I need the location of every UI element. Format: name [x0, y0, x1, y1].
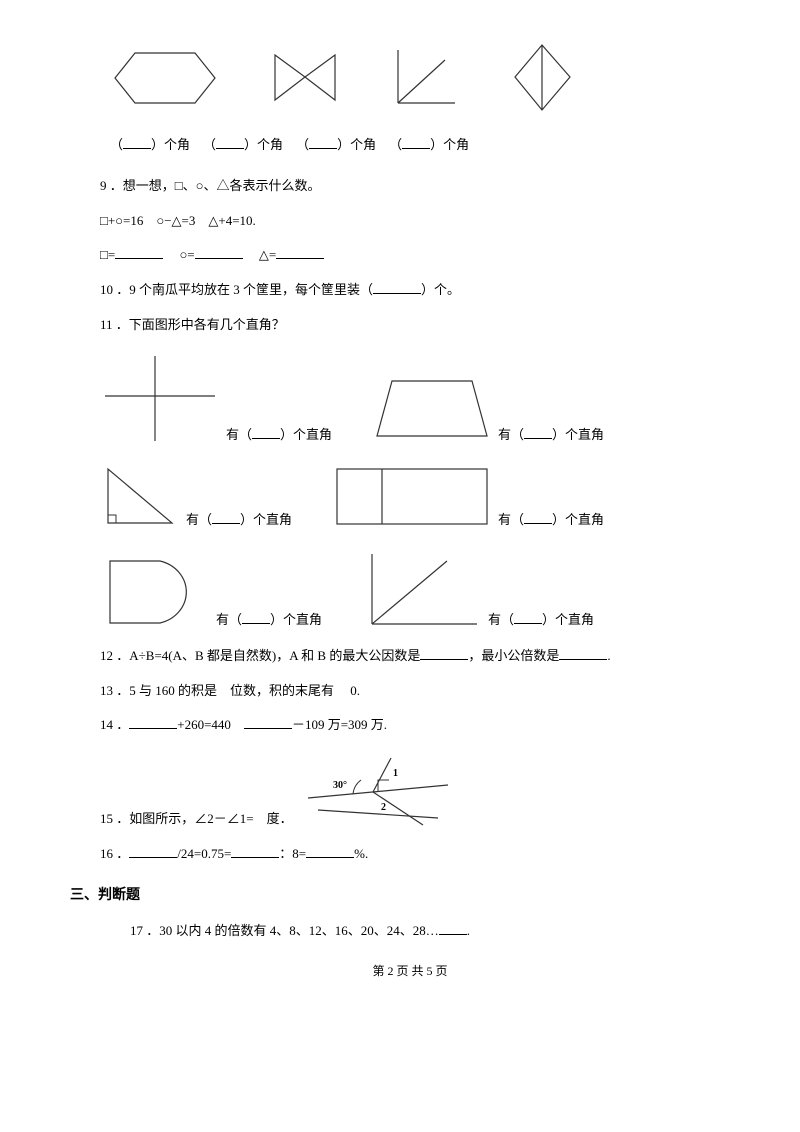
q15: 15 ．如图所示，∠2－∠1= 度． 30° 1 2 [100, 750, 720, 830]
q8-label-4: （）个角 [389, 137, 469, 152]
q8-hexagon [110, 40, 220, 115]
q11-rect: 有（）个直角 [332, 461, 604, 531]
q16: 16 ．/24=0.75=：8=%. [100, 844, 720, 865]
q13: 13 ．5 与 160 的积是 位数，积的末尾有 0. [100, 681, 720, 702]
q9-title: 9 ．想一想，□、○、△各表示什么数。 [100, 176, 720, 197]
q11-row-3: 有（）个直角 有（）个直角 [100, 546, 720, 631]
page: （）个角 （）个角 （）个角 （）个角 9 ．想一想，□、○、△各表示什么数。 … [0, 0, 800, 1011]
q11-trapezoid: 有（）个直角 [372, 371, 604, 446]
q11-title: 11 ．下面图形中各有几个直角？ [100, 315, 720, 336]
q11-trap-label: 有（）个直角 [498, 425, 604, 446]
q9-eqs: □+○=16 ○−△=3 △+4=10. [100, 211, 720, 232]
q15-figure: 30° 1 2 [303, 750, 453, 830]
q12: 12 ．A÷B=4(A、B 都是自然数)，A 和 B 的最大公因数是，最小公倍数… [100, 646, 720, 667]
q11-cross: 有（）个直角 [100, 351, 332, 446]
q15-text: 15 ．如图所示，∠2－∠1= 度． [100, 809, 293, 830]
svg-text:30°: 30° [333, 780, 347, 791]
q11-row-2: 有（）个直角 有（）个直角 [100, 461, 720, 531]
svg-text:2: 2 [381, 802, 386, 813]
q11-cross-label: 有（）个直角 [226, 425, 332, 446]
q11-tri-label: 有（）个直角 [186, 510, 292, 531]
q8-label-1: （）个角 [110, 137, 190, 152]
svg-text:1: 1 [393, 768, 398, 779]
q11-rect-label: 有（）个直角 [498, 510, 604, 531]
q11-dshape: 有（）个直角 [100, 551, 322, 631]
q11-row-1: 有（）个直角 有（）个直角 [100, 351, 720, 446]
section-3-heading: 三、判断题 [70, 885, 720, 907]
q8-label-3: （）个角 [296, 137, 376, 152]
q8-labels-row: （）个角 （）个角 （）个角 （）个角 [100, 135, 720, 156]
page-footer: 第 2 页 共 5 页 [100, 962, 720, 981]
q8-diamond [510, 40, 575, 115]
q8-label-2: （）个角 [203, 137, 283, 152]
q14: 14 ．+260=440 －109 万=309 万. [100, 715, 720, 736]
q11-dshape-label: 有（）个直角 [216, 610, 322, 631]
q11-angle2-label: 有（）个直角 [488, 610, 594, 631]
q8-shapes-row [100, 40, 720, 115]
q9-ans-sq: □= [100, 247, 163, 262]
q10: 10 ．9 个南瓜平均放在 3 个筐里，每个筐里装（）个。 [100, 280, 720, 301]
q9-ans-circ: ○= [179, 247, 242, 262]
q11-angle2: 有（）个直角 [362, 546, 594, 631]
q17: 17 ．30 以内 4 的倍数有 4、8、12、16、20、24、28…. [100, 921, 720, 942]
q9-ans-tri: △= [259, 247, 324, 262]
q11-triangle: 有（）个直角 [100, 461, 292, 531]
q8-bowtie [270, 40, 340, 115]
q8-L-angle [390, 40, 460, 115]
q9-answers: □= ○= △= [100, 245, 720, 266]
